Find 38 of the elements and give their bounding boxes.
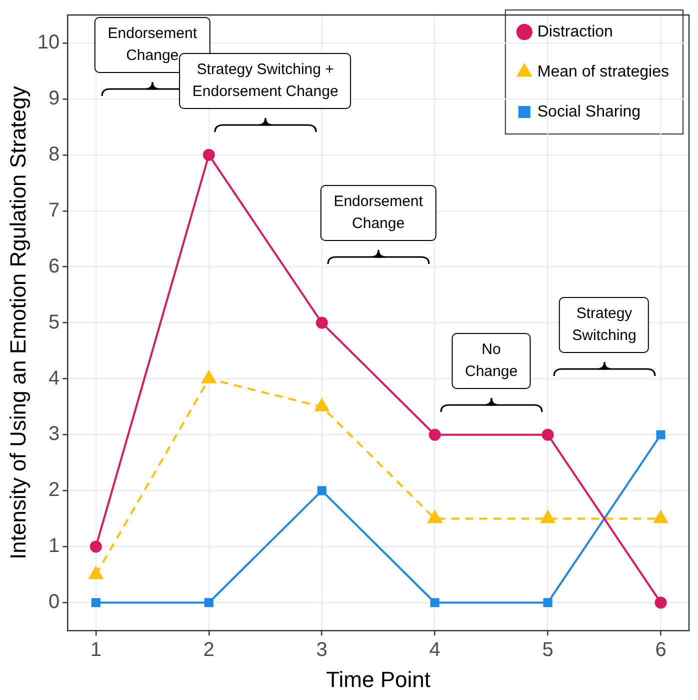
- x-tick-label: 1: [90, 639, 102, 662]
- annotation: Endorsement Change: [320, 184, 436, 241]
- annotation: No Change: [452, 332, 531, 389]
- y-tick-label: 9: [48, 87, 60, 110]
- point: [204, 598, 214, 608]
- x-tick-label: 4: [429, 639, 440, 662]
- annotation: Strategy Switching: [559, 296, 650, 353]
- legend-label: Distraction: [537, 23, 613, 40]
- point: [430, 598, 440, 608]
- y-tick-label: 1: [48, 535, 60, 558]
- y-tick-label: 2: [48, 479, 60, 502]
- point: [91, 598, 100, 608]
- y-tick-label: 5: [48, 311, 60, 334]
- x-axis-title: Time Point: [326, 666, 430, 692]
- point: [317, 486, 326, 496]
- point: [656, 430, 666, 440]
- x-tick-label: 5: [542, 639, 554, 662]
- point: [654, 596, 667, 609]
- annotation: Strategy Switching + Endorsement Change: [179, 52, 352, 109]
- point: [428, 428, 441, 441]
- x-tick-label: 3: [316, 639, 328, 662]
- legend-label: Mean of strategies: [537, 63, 669, 80]
- point: [316, 316, 328, 329]
- y-tick-label: 4: [48, 367, 60, 390]
- y-tick-label: 0: [48, 591, 60, 614]
- legend-label: Social Sharing: [537, 103, 641, 120]
- y-axis-title: Intensity of Using an Emotion Rgulation Strategy: [5, 86, 30, 560]
- y-tick-label: 8: [48, 143, 60, 166]
- x-tick-label: 2: [203, 639, 214, 662]
- y-tick-label: 3: [48, 423, 60, 446]
- y-tick-label: 7: [48, 199, 60, 222]
- point: [90, 540, 102, 553]
- y-tick-label: 10: [37, 31, 60, 54]
- y-tick-label: 6: [48, 255, 60, 278]
- point: [202, 148, 215, 161]
- x-tick-label: 6: [655, 639, 666, 662]
- point: [542, 428, 554, 441]
- point: [543, 598, 552, 608]
